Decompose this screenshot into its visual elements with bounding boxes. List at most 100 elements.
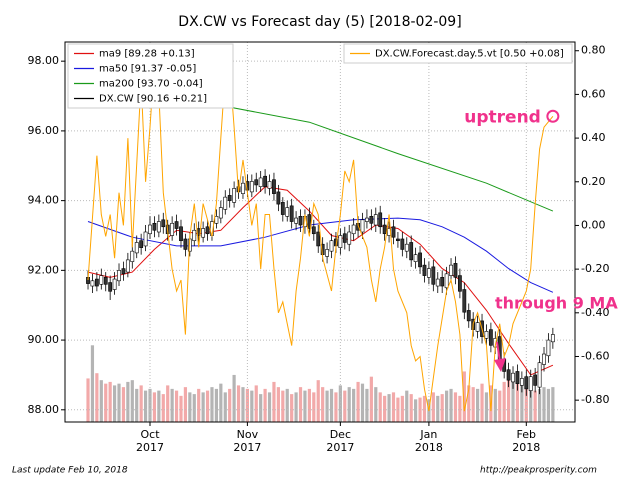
volume-bar <box>174 390 179 422</box>
candle-body <box>338 235 343 248</box>
x-tick-label: Nov <box>237 428 259 441</box>
volume-bar <box>236 385 241 422</box>
candle-body <box>249 181 254 193</box>
volume-bar <box>484 392 489 422</box>
candle-body <box>311 226 316 235</box>
candle-body <box>537 362 542 388</box>
volume-bar <box>365 388 369 422</box>
volume-bar <box>511 374 515 422</box>
candle-body <box>519 378 524 386</box>
candle-body <box>108 282 113 292</box>
series-line <box>87 61 554 412</box>
volume-bar <box>214 388 219 422</box>
volume-bar <box>467 385 471 422</box>
volume-bar <box>183 387 188 422</box>
legend-label: DX.CW.Forecast.day.5.vt [0.50 +0.08] <box>375 49 564 60</box>
volume-bar <box>431 392 435 422</box>
volume-bar <box>104 383 108 422</box>
volume-bar <box>445 390 449 422</box>
candle-body <box>427 268 431 278</box>
annotation: through 9 MA <box>495 294 618 313</box>
volume-bar <box>95 373 99 422</box>
candle-body <box>550 334 555 343</box>
x-tick-label: Dec <box>330 428 351 441</box>
candle-body <box>117 270 121 282</box>
candle-body <box>161 219 166 228</box>
legend-label: ma200 [93.70 -0.04] <box>99 79 203 90</box>
legend-box <box>343 43 573 64</box>
candle-body <box>378 212 383 228</box>
y-tick-label: 88.00 <box>28 403 60 416</box>
y-tick-label: 96.00 <box>28 124 60 137</box>
candle-body <box>152 222 157 231</box>
volume-bar <box>90 345 95 422</box>
volume-bar <box>352 388 356 422</box>
volume-bar <box>440 394 444 422</box>
volume-bar <box>462 371 466 422</box>
volume-bar <box>387 394 391 422</box>
volume-bar <box>99 380 103 422</box>
y-tick-label: 98.00 <box>28 54 60 67</box>
candle-body <box>192 229 197 242</box>
volume-bar <box>414 399 418 422</box>
candle-body <box>214 216 219 224</box>
candle-body <box>369 216 374 224</box>
volume-bar <box>321 387 325 422</box>
candle-body <box>546 339 551 357</box>
candle-body <box>506 369 511 381</box>
volume-bar <box>188 392 192 422</box>
footer-right: http://peakprosperity.com <box>480 466 597 476</box>
volume-bar <box>542 387 546 422</box>
legend-box <box>67 43 234 109</box>
candle-body <box>413 254 418 262</box>
candle-body <box>488 329 493 346</box>
volume-bar <box>329 388 334 422</box>
volume-bar <box>157 390 161 422</box>
volume-bar <box>197 388 201 422</box>
candle-body <box>422 264 427 276</box>
volume-bar <box>232 374 236 422</box>
y2-tick-label: 0.60 <box>581 87 606 100</box>
y2-tick-label: 0.40 <box>581 131 606 144</box>
volume-bar <box>422 395 427 422</box>
volume-bar <box>453 392 458 422</box>
volume-bar <box>400 395 404 422</box>
volume-bar <box>537 388 542 422</box>
volume-bar <box>267 392 272 422</box>
volume-bar <box>498 390 502 422</box>
candle-body <box>462 289 467 313</box>
volume-bar <box>259 394 263 422</box>
annotation-arrow <box>496 341 501 363</box>
y2-tick-label: -0.40 <box>581 306 609 319</box>
candle-body <box>542 353 546 365</box>
volume-bar <box>135 388 139 422</box>
plot-frame <box>64 41 576 423</box>
volume-bar <box>533 390 537 422</box>
candle-body <box>99 275 104 285</box>
candle-body <box>156 221 161 233</box>
volume-bar <box>219 383 223 422</box>
x-tick-sublabel: 2017 <box>326 441 354 454</box>
volume-bar <box>192 394 196 422</box>
annotation-arrowhead <box>494 358 506 372</box>
candle-body <box>170 222 175 236</box>
candle-body <box>391 226 396 238</box>
candle-body <box>90 280 95 287</box>
legend-label: ma9 [89.28 +0.13] <box>99 49 195 60</box>
volume-bar <box>520 385 524 422</box>
candle-body <box>533 374 538 386</box>
volume-bar <box>391 392 396 422</box>
candle-body <box>280 202 285 215</box>
candle-body <box>382 224 387 235</box>
y2-tick-label: 0.80 <box>581 44 606 57</box>
volume-bar <box>378 392 382 422</box>
y-tick-label: 92.00 <box>28 263 60 276</box>
candle-body <box>475 322 480 332</box>
volume-bar <box>263 388 267 422</box>
candle-body <box>449 264 453 276</box>
candle-body <box>466 310 471 322</box>
volume-bar <box>130 380 134 422</box>
volume-bar <box>502 381 506 422</box>
candle-body <box>511 372 515 383</box>
volume-bar <box>117 383 121 422</box>
